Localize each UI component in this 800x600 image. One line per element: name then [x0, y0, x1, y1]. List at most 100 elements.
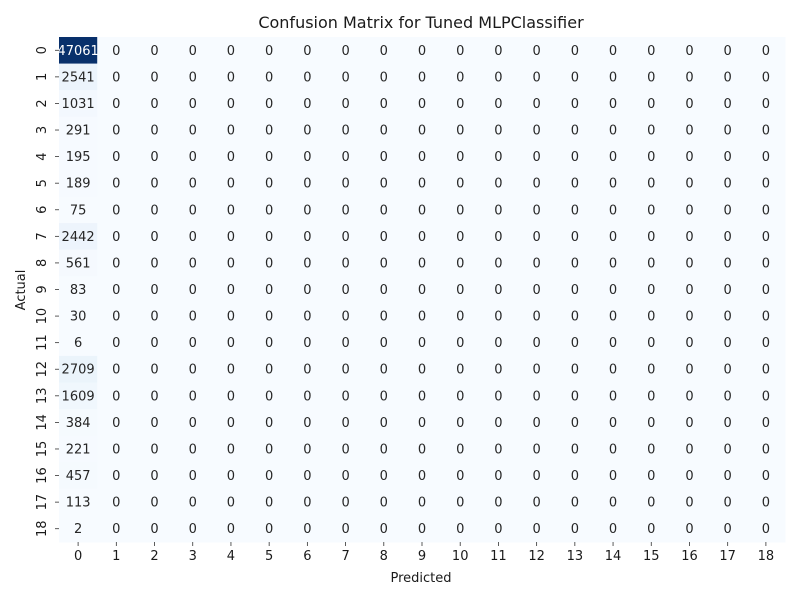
heatmap-cell-5-11 — [479, 169, 519, 197]
heatmap-cell-4-5 — [250, 143, 289, 171]
heatmap-cell-7-10 — [441, 223, 480, 251]
heatmap-cell-3-12 — [517, 116, 557, 144]
cell-value-4-15: 0 — [647, 150, 655, 165]
heatmap-cell-18-1 — [97, 515, 136, 543]
heatmap-cell-7-4 — [211, 223, 251, 251]
heatmap-cell-12-5 — [250, 355, 289, 384]
cell-value-16-4: 0 — [227, 469, 235, 484]
cell-value-11-13: 0 — [571, 336, 579, 351]
cell-value-6-0: 75 — [70, 203, 87, 218]
heatmap-cell-13-11 — [479, 382, 519, 410]
heatmap-cell-18-17 — [708, 515, 748, 543]
heatmap-cell-6-4 — [211, 196, 251, 224]
heatmap-cell-17-11 — [479, 488, 519, 516]
heatmap-cell-10-16 — [670, 302, 710, 330]
heatmap-cell-7-15 — [632, 223, 671, 251]
cell-value-16-9: 0 — [418, 469, 426, 484]
heatmap-cell-13-3 — [173, 382, 213, 410]
cell-value-12-0: 2709 — [62, 363, 95, 378]
heatmap-cell-8-6 — [288, 249, 327, 277]
cell-value-12-8: 0 — [380, 363, 388, 378]
cell-value-2-17: 0 — [724, 97, 732, 112]
heatmap-cell-0-13 — [555, 37, 595, 65]
heatmap-cell-12-9 — [402, 355, 442, 384]
heatmap-cell-5-0 — [59, 169, 98, 197]
heatmap-cell-1-11 — [479, 63, 519, 91]
cell-value-5-14: 0 — [609, 177, 617, 192]
heatmap-cell-10-0 — [59, 302, 98, 330]
cell-value-0-1: 0 — [112, 44, 120, 59]
heatmap-cell-14-0 — [59, 409, 98, 437]
cell-value-5-10: 0 — [456, 177, 464, 192]
cell-value-15-1: 0 — [112, 442, 120, 457]
heatmap-cell-11-0 — [59, 329, 98, 357]
heatmap-cell-16-8 — [364, 462, 404, 490]
heatmap-cell-7-14 — [593, 223, 633, 251]
cell-value-9-8: 0 — [380, 283, 388, 298]
cell-value-15-10: 0 — [456, 442, 464, 457]
cell-value-8-11: 0 — [494, 256, 502, 271]
heatmap-cell-14-9 — [402, 409, 442, 437]
cell-value-5-8: 0 — [380, 177, 388, 192]
cell-value-9-12: 0 — [532, 283, 540, 298]
heatmap-cell-3-2 — [135, 116, 175, 144]
cell-value-3-6: 0 — [303, 124, 311, 139]
x-tick-label-0: 0 — [74, 549, 82, 564]
heatmap-cell-1-14 — [593, 63, 633, 91]
cell-value-17-7: 0 — [341, 496, 349, 511]
heatmap-cell-11-18 — [746, 329, 786, 357]
heatmap-cell-9-10 — [441, 276, 480, 304]
heatmap-cell-8-17 — [708, 249, 748, 277]
heatmap-cell-17-5 — [250, 488, 289, 516]
heatmap-cell-2-16 — [670, 90, 710, 118]
heatmap-cell-8-12 — [517, 249, 557, 277]
y-tick-label-8: 8 — [35, 259, 50, 267]
cell-value-0-2: 0 — [150, 44, 158, 59]
cell-value-14-14: 0 — [609, 416, 617, 431]
cell-value-17-3: 0 — [189, 496, 197, 511]
cell-value-3-11: 0 — [494, 124, 502, 139]
cell-value-14-12: 0 — [532, 416, 540, 431]
heatmap-cell-13-17 — [708, 382, 748, 410]
heatmap-cell-16-7 — [326, 462, 366, 490]
cell-value-18-11: 0 — [494, 522, 502, 537]
cell-value-13-11: 0 — [494, 389, 502, 404]
heatmap-cell-9-1 — [97, 276, 136, 304]
cell-value-16-7: 0 — [341, 469, 349, 484]
cell-value-14-3: 0 — [189, 416, 197, 431]
heatmap-cell-12-17 — [708, 355, 748, 384]
cell-value-9-15: 0 — [647, 283, 655, 298]
x-axis-ticks: 0 1 2 3 4 5 6 7 8 9 10 11 12 13 14 15 16 17 18 — [74, 542, 774, 564]
y-tick-label-12: 12 — [35, 361, 50, 378]
cell-value-7-14: 0 — [609, 230, 617, 245]
heatmap-cell-18-15 — [632, 515, 671, 543]
heatmap-cell-13-2 — [135, 382, 175, 410]
cell-value-15-15: 0 — [647, 442, 655, 457]
heatmap-cell-7-1 — [97, 223, 136, 251]
cell-value-10-16: 0 — [685, 310, 693, 325]
heatmap-cell-7-6 — [288, 223, 327, 251]
cell-value-18-13: 0 — [571, 522, 579, 537]
heatmap-cell-3-16 — [670, 116, 710, 144]
cell-value-12-14: 0 — [609, 363, 617, 378]
cell-value-14-15: 0 — [647, 416, 655, 431]
heatmap-cell-1-5 — [250, 63, 289, 91]
y-tick-label-9: 9 — [35, 285, 50, 293]
heatmap-cell-14-16 — [670, 409, 710, 437]
cell-value-7-10: 0 — [456, 230, 464, 245]
cell-value-1-16: 0 — [685, 70, 693, 85]
cell-value-11-10: 0 — [456, 336, 464, 351]
heatmap-cell-0-15 — [632, 37, 671, 65]
cell-value-9-17: 0 — [724, 283, 732, 298]
cell-value-7-17: 0 — [724, 230, 732, 245]
cell-value-15-8: 0 — [380, 442, 388, 457]
heatmap-cell-11-12 — [517, 329, 557, 357]
heatmap-cell-3-4 — [211, 116, 251, 144]
heatmap-cell-13-18 — [746, 382, 786, 410]
cell-value-5-16: 0 — [685, 177, 693, 192]
x-axis-label: Predicted — [390, 571, 451, 586]
heatmap-cell-18-14 — [593, 515, 633, 543]
heatmap-cell-13-1 — [97, 382, 136, 410]
heatmap-cell-5-14 — [593, 169, 633, 197]
cell-value-3-10: 0 — [456, 124, 464, 139]
